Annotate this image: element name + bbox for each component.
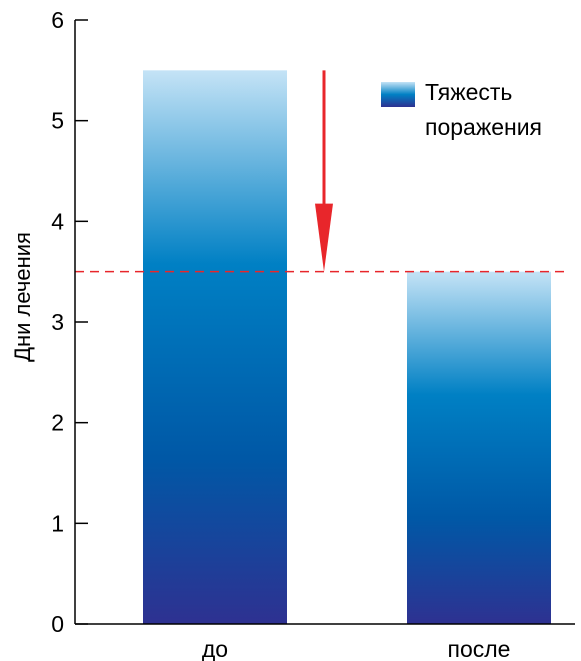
bar-after [407, 271, 551, 624]
arrow-head [315, 203, 333, 272]
reduction-arrow [315, 70, 333, 272]
y-tick-label: 2 [51, 410, 64, 436]
y-tick-label: 5 [51, 108, 64, 134]
y-tick-label: 6 [51, 7, 64, 33]
legend-swatch [381, 82, 415, 107]
y-tick-label: 3 [51, 309, 64, 335]
x-tick-label: до [202, 636, 228, 661]
legend: Тяжесть поражения [381, 79, 542, 140]
legend-label-line2: поражения [425, 114, 542, 140]
x-tick-label: после [448, 636, 511, 661]
y-tick-label: 1 [51, 510, 64, 536]
bar-before [143, 70, 287, 625]
y-axis-label: Дни лечения [10, 232, 35, 362]
legend-label-line1: Тяжесть [425, 79, 512, 105]
y-tick-label: 0 [51, 611, 64, 637]
y-tick-label: 4 [51, 208, 64, 234]
